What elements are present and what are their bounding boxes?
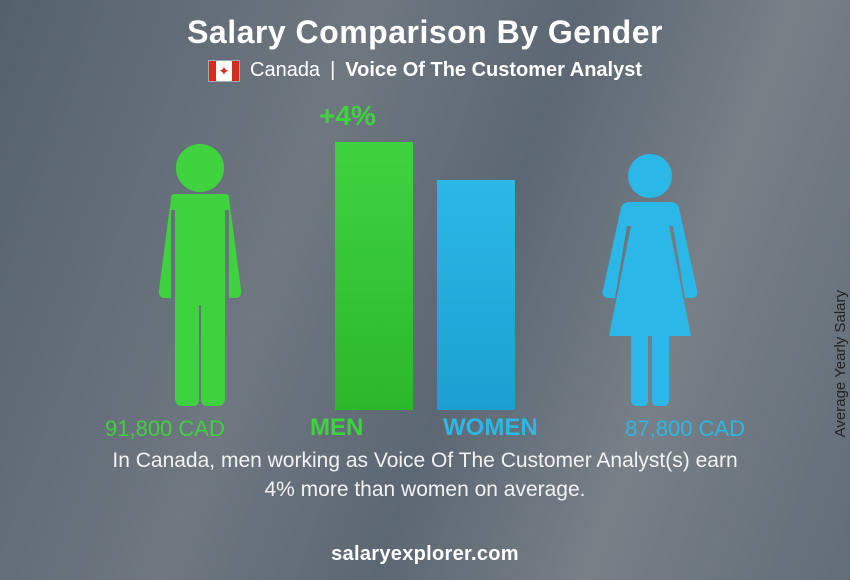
job-title: Voice Of The Customer Analyst <box>345 59 642 82</box>
bar-women <box>437 180 515 410</box>
bar-men <box>335 142 413 410</box>
subtitle-row: ✦ Canada | Voice Of The Customer Analyst <box>0 59 850 82</box>
country-label: Canada <box>250 59 320 82</box>
summary-line-1: In Canada, men working as Voice Of The C… <box>60 446 790 475</box>
y-axis-label: Average Yearly Salary <box>832 290 849 437</box>
female-figure-icon <box>585 150 715 410</box>
summary-line-2: 4% more than women on average. <box>60 475 790 504</box>
canada-flag-icon: ✦ <box>208 60 240 82</box>
page-title: Salary Comparison By Gender <box>0 0 850 51</box>
label-men: MEN <box>310 414 363 442</box>
summary-text: In Canada, men working as Voice Of The C… <box>0 446 850 505</box>
brand-label: salaryexplorer.com <box>331 543 519 566</box>
male-figure-icon <box>135 140 265 410</box>
separator: | <box>330 59 335 82</box>
infographic-root: Salary Comparison By Gender ✦ Canada | V… <box>0 0 850 580</box>
bars-group <box>335 142 515 410</box>
chart-area: +4% 91,800 CAD MEN <box>115 100 735 440</box>
label-women: WOMEN <box>443 414 538 442</box>
salary-men: 91,800 CAD <box>105 416 225 442</box>
pct-diff-label: +4% <box>319 100 376 132</box>
salary-women: 87,800 CAD <box>625 416 745 442</box>
